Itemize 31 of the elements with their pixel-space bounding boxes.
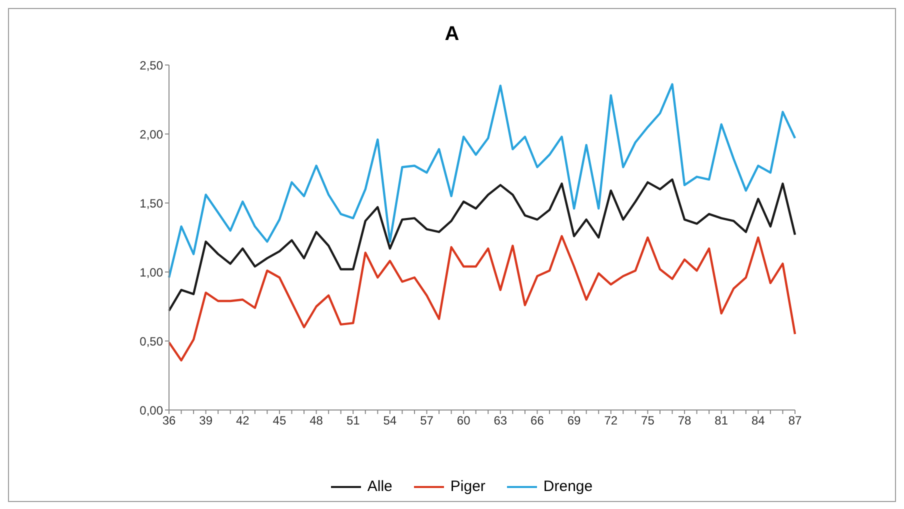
legend-label: Alle [367,478,392,495]
x-tick-label: 69 [567,414,582,428]
x-tick-label: 60 [456,414,471,428]
y-tick-label: 0,50 [140,334,164,348]
x-tick-label: 54 [383,414,397,428]
line-series [168,178,796,312]
y-tick-label: 0,00 [140,403,164,418]
x-tick-label: 63 [494,414,508,428]
y-tick-label: 2,00 [140,127,164,142]
x-tick-label: 81 [714,414,728,428]
y-tick-label: 2,50 [140,58,164,72]
x-tick-label: 39 [199,414,213,428]
x-tick-label: 48 [310,414,324,428]
x-tick-label: 36 [162,414,176,428]
line-series [168,83,796,279]
x-tick-label: 75 [641,414,655,428]
x-tick-label: 51 [346,414,360,428]
x-tick-label: 66 [530,414,544,428]
y-tick-label: 1,00 [140,265,164,280]
legend-label: Piger [450,478,486,495]
x-tick-label: 78 [678,414,692,428]
chart-title: A [444,22,460,47]
line-series [168,235,796,362]
x-tick-label: 72 [604,414,618,428]
x-tick-label: 57 [420,414,434,428]
y-tick-label: 1,50 [140,196,164,210]
x-tick-label: 42 [236,414,250,428]
x-tick-label: 45 [272,414,286,428]
legend-label: Drenge [543,478,593,495]
x-tick-label: 84 [751,414,766,428]
x-tick-label: 87 [788,414,802,428]
